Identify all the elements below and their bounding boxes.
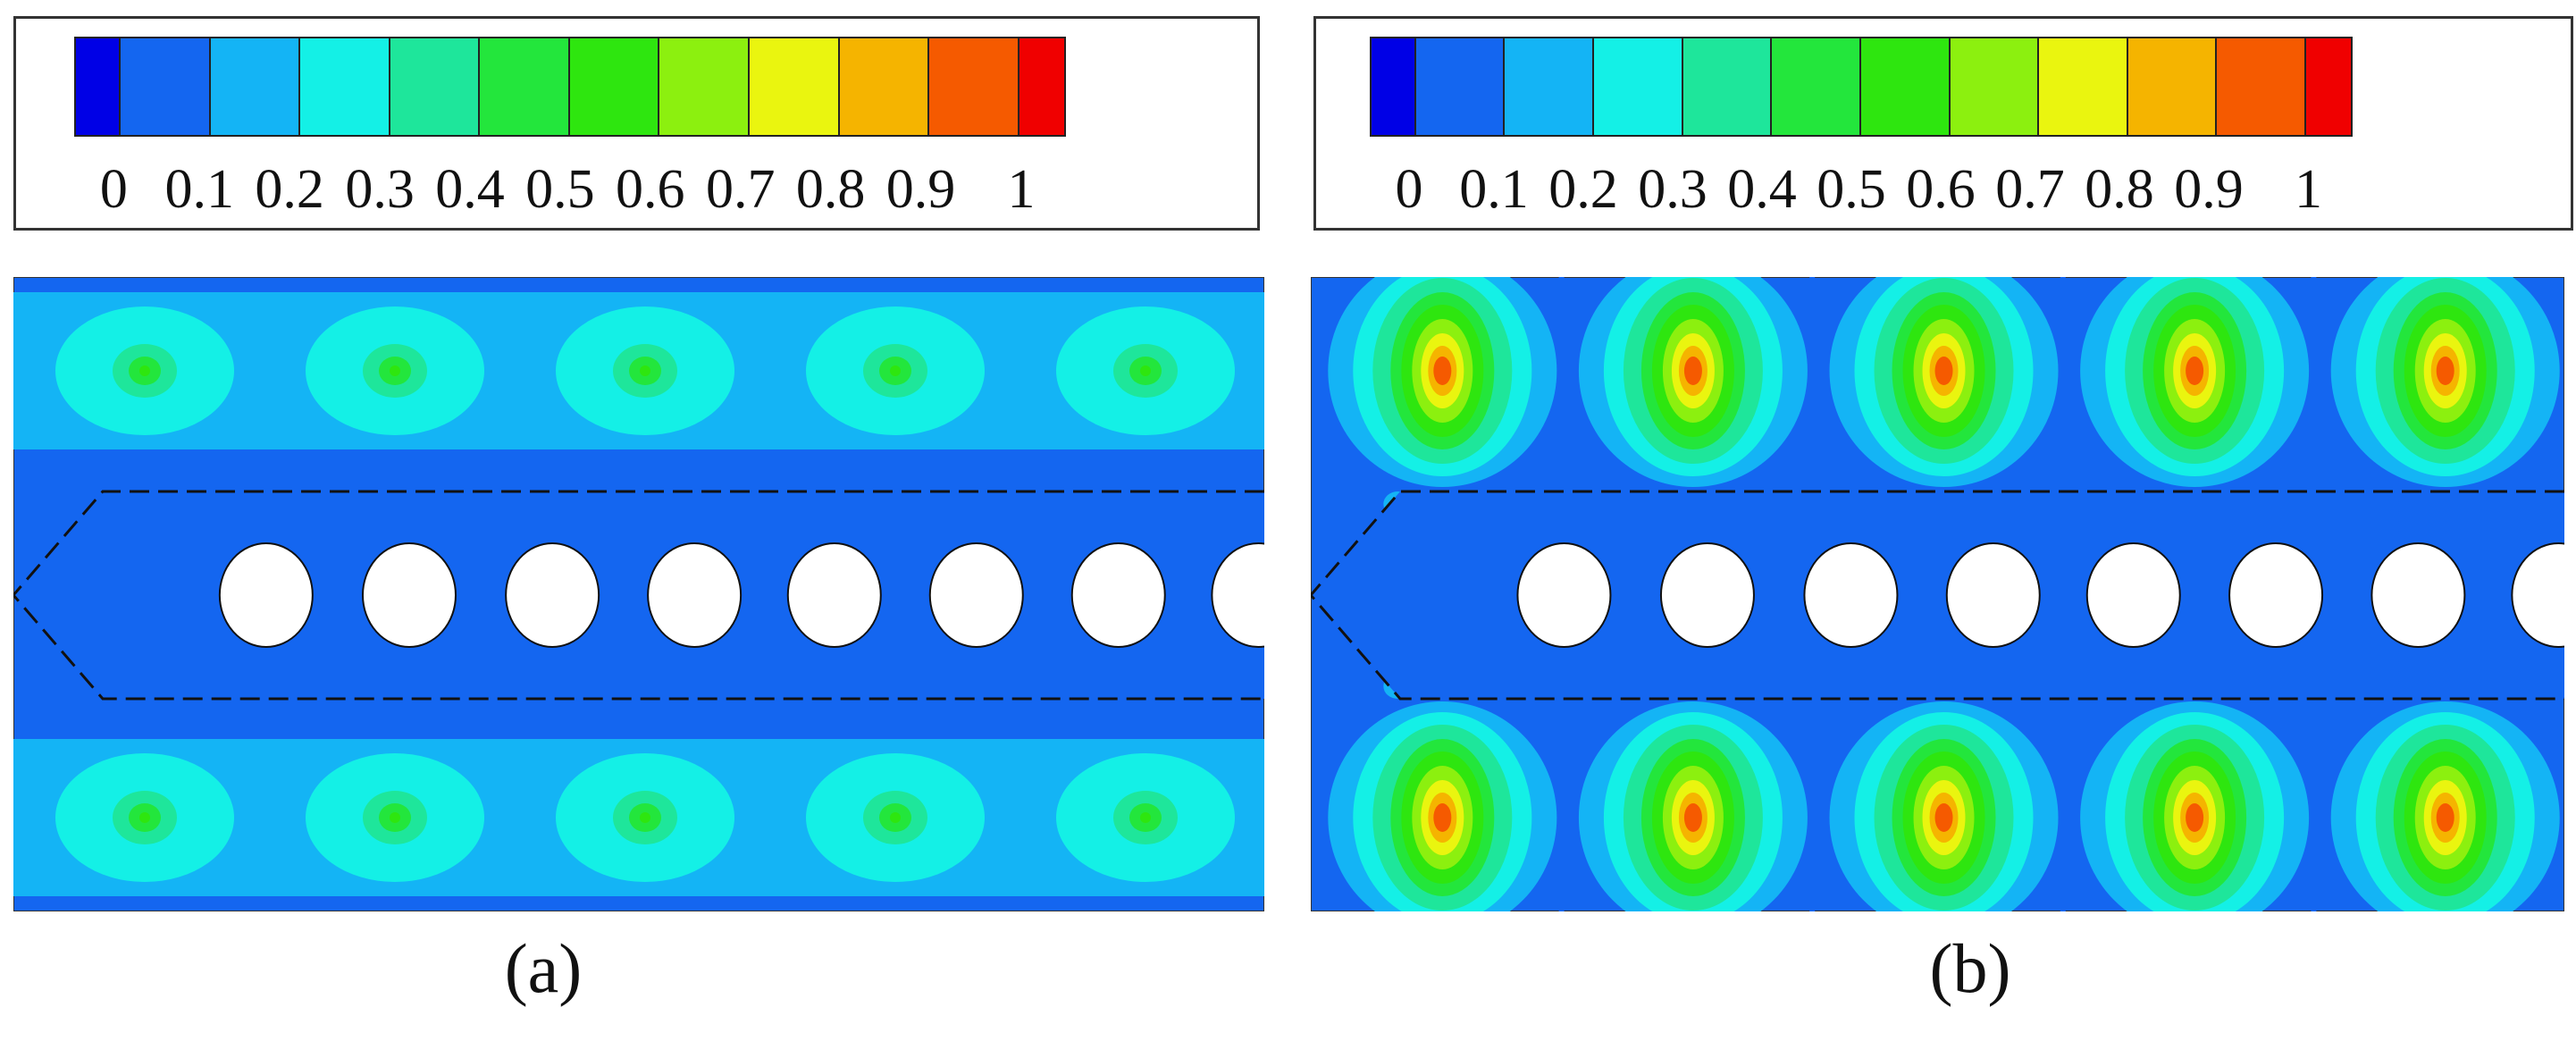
- colorbar-swatch: [1682, 38, 1773, 135]
- colorbar-tick-label: 0.3: [345, 159, 415, 220]
- contour-level: [1934, 357, 1953, 385]
- colorbar-tick-label: 0.6: [616, 159, 685, 220]
- colorbar-swatch: [1950, 38, 2040, 135]
- colorbar-swatch: [749, 38, 840, 135]
- contour-level: [2186, 357, 2204, 385]
- colorbar-tick-label: 0: [99, 159, 128, 220]
- contour-field: [13, 277, 1264, 911]
- colorbar-swatch: [1505, 38, 1595, 135]
- contour-level: [1683, 803, 1702, 832]
- colorbar-swatch: [659, 38, 750, 135]
- colorbar-swatch: [2217, 38, 2307, 135]
- hole: [505, 542, 600, 648]
- colorbar-swatch: [480, 38, 570, 135]
- channel-boundary: [1311, 490, 2564, 701]
- hole: [1659, 542, 1755, 648]
- hole: [2085, 542, 2181, 648]
- colorbar-swatch: [1415, 38, 1506, 135]
- colorbar-tick-label: 0.2: [255, 159, 324, 220]
- colorbar-tick-label: 0.5: [525, 159, 595, 220]
- hole: [1516, 542, 1612, 648]
- contour-level: [1683, 357, 1702, 385]
- contour-level: [640, 365, 650, 376]
- channel-region: [13, 491, 1264, 699]
- colorbar-tick-label: 0.7: [1995, 159, 2065, 220]
- hole: [1070, 542, 1166, 648]
- contour-level: [1934, 803, 1953, 832]
- hole: [2370, 542, 2466, 648]
- hole: [647, 542, 743, 648]
- hole: [2228, 542, 2324, 648]
- colorbar-tick-label: 0.4: [1727, 159, 1797, 220]
- colorbar-swatch: [839, 38, 930, 135]
- hole: [1945, 542, 2041, 648]
- hole: [218, 542, 314, 648]
- colorbar-swatch: [1594, 38, 1683, 135]
- panel-caption: (b): [1929, 929, 2011, 1007]
- contour-level: [2436, 803, 2454, 832]
- contour-level: [1140, 812, 1151, 823]
- colorbar-swatch: [2306, 38, 2351, 135]
- colorbar-tick-label: 0.7: [705, 159, 776, 220]
- colorbar-tick-label: 1: [1007, 159, 1036, 220]
- colorbar-tick-label: 0.1: [164, 159, 235, 220]
- colorbar-legend: 0 0.1 0.2 0.3 0.4 0.5 0.6 0.7 0.8 0.9 1: [13, 16, 1260, 231]
- contour-level: [1433, 803, 1452, 832]
- colorbar-tick-label: 0.4: [435, 159, 505, 220]
- colorbar-swatch: [1019, 38, 1064, 135]
- contour-level: [139, 812, 150, 823]
- hole: [928, 542, 1024, 648]
- colorbar-tick-label: 0.3: [1638, 159, 1708, 220]
- colorbar-tick-label: 0.8: [2085, 159, 2154, 220]
- contour-level: [139, 365, 150, 376]
- hole: [2511, 542, 2564, 648]
- colorbar-tick-label: 0.9: [885, 159, 956, 220]
- colorbar-tick-label: 0.9: [2174, 159, 2244, 220]
- hole: [1803, 542, 1899, 648]
- panel-b: 0 0.1 0.2 0.3 0.4 0.5 0.6 0.7 0.8 0.9 1 (b): [1287, 0, 2576, 1041]
- hole: [361, 542, 457, 648]
- colorbar-tick-label: 1: [2295, 159, 2322, 220]
- contour-level: [1433, 357, 1452, 385]
- colorbar-swatch: [1372, 38, 1416, 135]
- colorbar-swatch: [300, 38, 390, 135]
- colorbar-swatch: [2127, 38, 2218, 135]
- colorbar-legend: 0 0.1 0.2 0.3 0.4 0.5 0.6 0.7 0.8 0.9 1: [1313, 16, 2573, 231]
- channel-boundary: [13, 490, 1264, 701]
- colorbar-tick-label: 0.6: [1906, 159, 1976, 220]
- panel-a: 0 0.1 0.2 0.3 0.4 0.5 0.6 0.7 0.8 0.9 1 (a): [0, 0, 1269, 1041]
- colorbar-tick-label: 0: [1395, 159, 1423, 220]
- colorbar-swatch: [2039, 38, 2128, 135]
- colorbar-tick-label: 0.2: [1548, 159, 1618, 220]
- contour-level: [390, 365, 400, 376]
- contour-level: [890, 812, 901, 823]
- contour-level: [2436, 357, 2454, 385]
- colorbar-swatch: [210, 38, 301, 135]
- colorbar-swatch: [929, 38, 1019, 135]
- contour-level: [390, 812, 400, 823]
- channel-region: [1311, 491, 2564, 699]
- panel-caption: (a): [504, 929, 583, 1007]
- colorbar-tick-label: 0.8: [795, 159, 866, 220]
- contour-level: [1140, 365, 1151, 376]
- contour-level: [2186, 803, 2204, 832]
- colorbar-swatch: [390, 38, 481, 135]
- colorbar: [74, 37, 1066, 137]
- colorbar-tick-label: 0.1: [1459, 159, 1529, 220]
- contour-level: [890, 365, 901, 376]
- colorbar-swatch: [569, 38, 660, 135]
- colorbar: [1370, 37, 2353, 137]
- hole: [786, 542, 882, 648]
- contour-level: [640, 812, 650, 823]
- colorbar-swatch: [76, 38, 122, 135]
- colorbar-swatch: [121, 38, 211, 135]
- contour-field: [1311, 277, 2564, 911]
- hole: [1211, 542, 1264, 648]
- colorbar-swatch: [1772, 38, 1861, 135]
- colorbar-tick-label: 0.5: [1817, 159, 1886, 220]
- colorbar-swatch: [1860, 38, 1951, 135]
